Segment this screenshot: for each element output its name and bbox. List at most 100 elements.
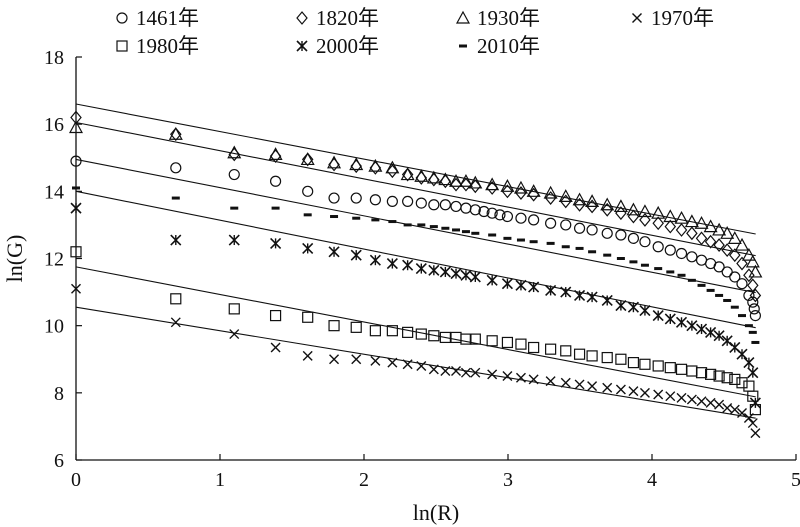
point	[428, 172, 440, 187]
point	[615, 299, 627, 312]
y-tick-label: 6	[54, 450, 64, 472]
point	[664, 313, 676, 325]
point	[686, 394, 697, 405]
point	[528, 374, 539, 385]
point	[269, 175, 282, 187]
point	[545, 217, 557, 229]
point	[544, 191, 557, 205]
point	[675, 223, 688, 237]
point	[652, 360, 664, 372]
point	[573, 348, 586, 360]
legend-item: 1980年	[116, 34, 199, 58]
point	[729, 248, 741, 263]
point	[743, 289, 755, 302]
point	[513, 180, 528, 194]
point	[369, 325, 381, 337]
point	[170, 127, 182, 142]
point	[369, 194, 381, 206]
series-2	[68, 120, 763, 278]
point	[750, 428, 761, 439]
point	[469, 204, 481, 216]
point	[486, 335, 498, 347]
point	[545, 376, 556, 387]
point	[639, 212, 651, 227]
point	[721, 243, 733, 258]
point	[748, 264, 763, 278]
point	[639, 358, 651, 370]
y-tick-label: 10	[44, 316, 64, 338]
point	[560, 345, 572, 357]
point	[664, 362, 676, 374]
point	[628, 386, 639, 397]
point	[572, 192, 587, 206]
point	[486, 274, 498, 286]
point	[428, 364, 439, 375]
point	[675, 363, 688, 375]
legend-marker	[632, 13, 642, 23]
y-tick-label: 12	[44, 249, 64, 271]
point	[705, 368, 717, 380]
point	[729, 271, 741, 283]
point	[714, 399, 725, 410]
point	[460, 367, 471, 378]
fit-line-2	[75, 103, 756, 235]
point	[439, 199, 451, 211]
point	[749, 397, 761, 409]
point	[328, 192, 340, 204]
point	[528, 281, 540, 293]
point	[727, 231, 742, 244]
point	[428, 264, 440, 276]
point	[747, 296, 759, 308]
point	[734, 237, 750, 251]
point	[328, 157, 340, 172]
series-5	[70, 202, 761, 409]
point	[747, 418, 758, 429]
point	[460, 333, 472, 345]
legend-marker	[296, 11, 308, 25]
point	[438, 172, 453, 186]
legend-marker	[296, 40, 308, 52]
point	[528, 341, 540, 354]
y-tick-label: 14	[44, 181, 64, 203]
point	[736, 256, 748, 271]
point	[748, 303, 760, 315]
point	[694, 215, 709, 229]
legend-item: 2010年	[459, 34, 540, 58]
point	[573, 197, 586, 212]
point	[674, 210, 689, 224]
point	[415, 263, 427, 275]
point	[428, 199, 440, 211]
point	[450, 268, 462, 280]
point	[369, 160, 382, 175]
point	[627, 232, 640, 244]
point	[229, 329, 240, 340]
point	[401, 167, 414, 182]
point	[501, 278, 513, 290]
point	[450, 177, 462, 192]
point	[601, 351, 613, 364]
fit-line-0	[75, 158, 756, 294]
point	[587, 381, 598, 392]
point	[664, 244, 676, 256]
point	[586, 224, 598, 236]
point	[713, 238, 725, 253]
point	[615, 229, 627, 241]
point	[485, 177, 500, 191]
point	[651, 205, 666, 219]
point	[350, 249, 362, 261]
point	[675, 247, 688, 260]
point	[586, 350, 598, 362]
point	[745, 254, 760, 268]
point	[350, 159, 363, 174]
point	[559, 194, 572, 209]
point	[450, 200, 462, 213]
series-6	[72, 186, 760, 344]
point	[627, 209, 640, 224]
point	[302, 350, 313, 361]
point	[170, 234, 182, 246]
x-tick-label: 3	[503, 469, 513, 491]
point	[415, 328, 427, 340]
point	[269, 309, 282, 322]
point	[370, 355, 381, 366]
point	[501, 184, 514, 199]
